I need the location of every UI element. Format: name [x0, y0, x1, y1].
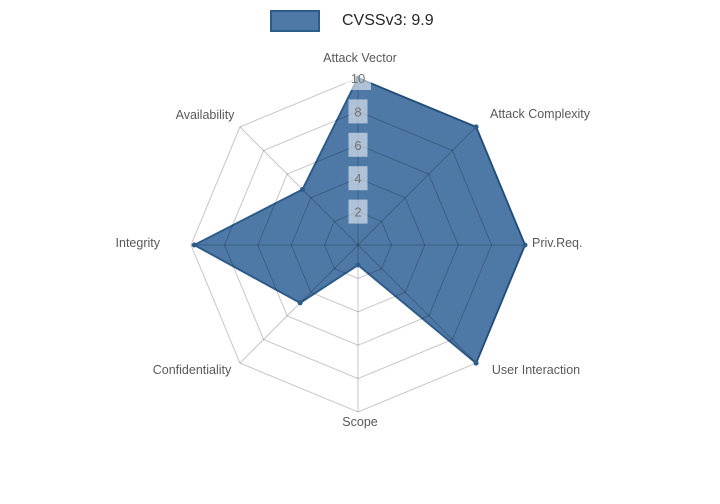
grid-spoke	[239, 126, 359, 246]
grid-ring	[223, 110, 493, 380]
radial-tick-box	[348, 199, 368, 224]
series-vertex-marker	[299, 186, 305, 192]
legend-swatch	[270, 10, 320, 32]
axis-label-integrity: Integrity	[115, 236, 160, 250]
radial-tick-box	[348, 132, 368, 157]
radial-tick-label: 4	[354, 171, 361, 186]
axis-label-availability: Availability	[175, 108, 235, 122]
radial-tick-box	[348, 166, 368, 191]
grid-ring	[257, 144, 459, 346]
axis-label-user-interaction: User Interaction	[491, 363, 581, 377]
grid-ring	[324, 211, 392, 279]
legend: CVSSv3: 9.9	[270, 10, 434, 32]
series-vertex-marker	[191, 242, 197, 248]
axis-label-scope: Scope	[342, 415, 378, 429]
grid-spoke	[357, 244, 477, 364]
series-vertex-marker	[522, 242, 528, 248]
grid-ring	[290, 177, 426, 313]
radial-tick-box	[348, 99, 368, 124]
series-vertex-marker	[473, 124, 479, 130]
axis-label-attack-complexity: Attack Complexity	[489, 107, 591, 121]
axis-label-confidentiality: Confidentiality	[152, 363, 232, 377]
grid-ring	[190, 77, 526, 413]
grid-spoke	[357, 126, 477, 246]
radial-tick-box	[345, 66, 371, 90]
radial-tick-label: 8	[354, 104, 361, 119]
series-vertex-marker	[297, 300, 303, 306]
radial-tick-label: 2	[354, 205, 361, 220]
series-vertex-marker	[355, 262, 361, 268]
radial-tick-label: 10	[351, 71, 365, 86]
axis-label-priv-req: Priv.Req.	[532, 236, 583, 250]
radial-tick-label: 6	[354, 138, 361, 153]
series-vertex-marker	[473, 360, 479, 366]
legend-label: CVSSv3: 9.9	[342, 12, 434, 29]
axis-label-attack-vector: Attack Vector	[323, 51, 397, 65]
